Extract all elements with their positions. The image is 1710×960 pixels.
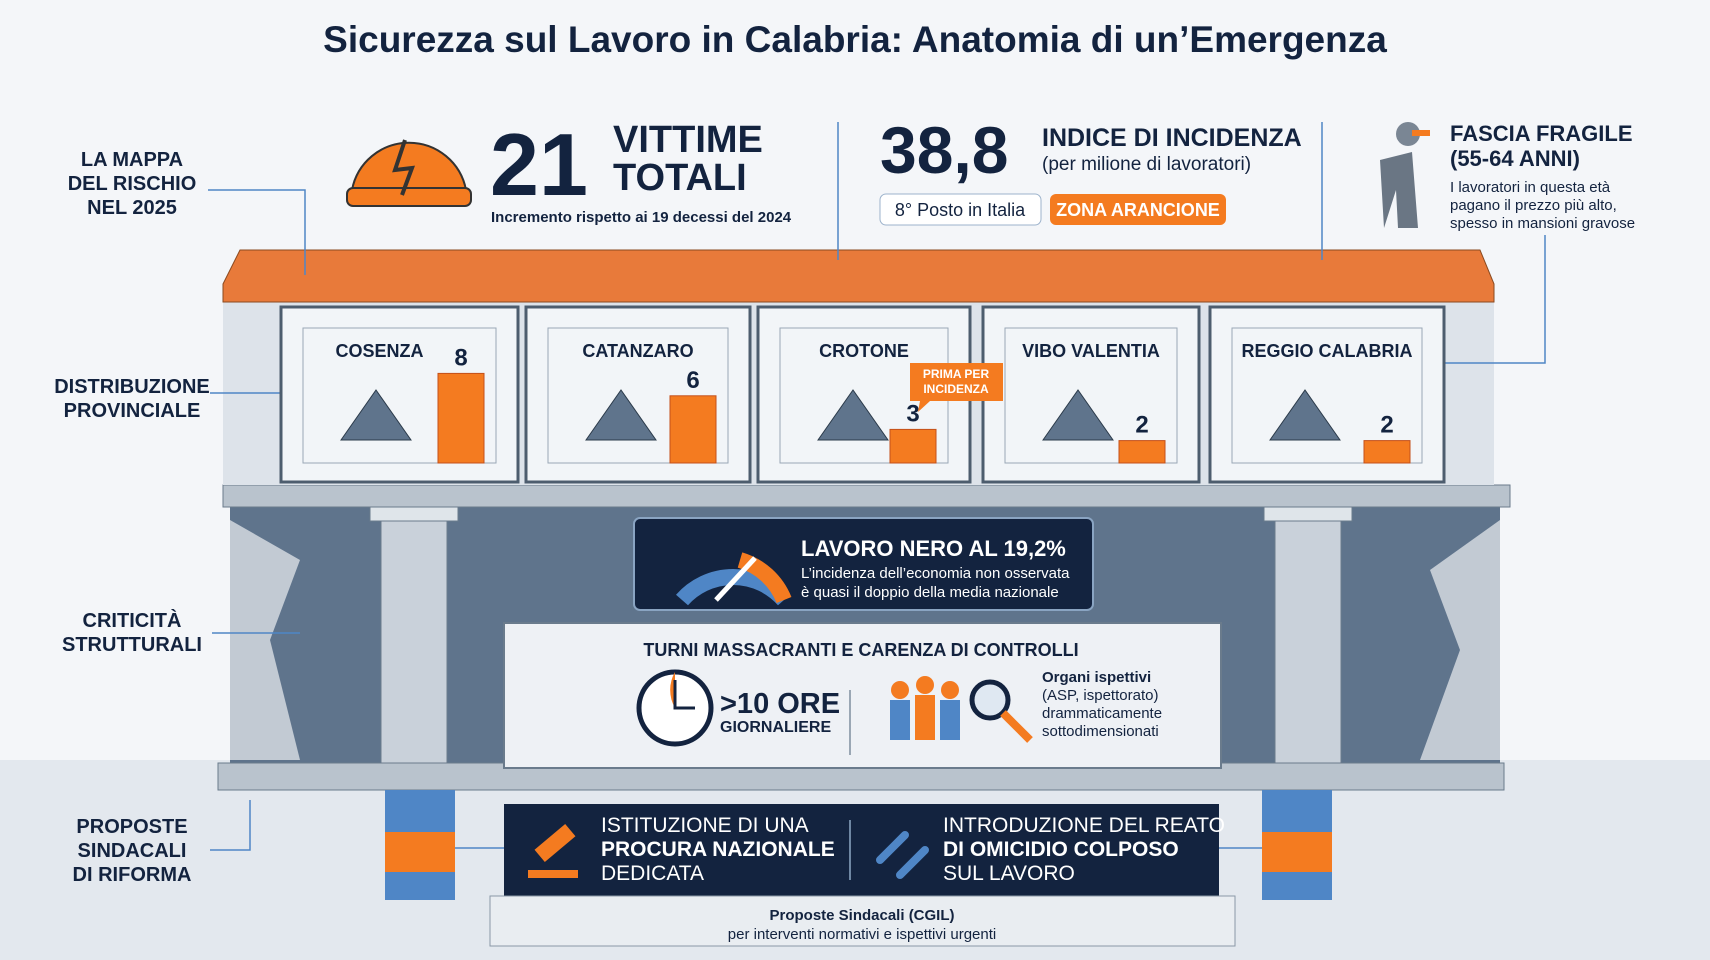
proposal-text: ISTITUZIONE DI UNA	[601, 814, 809, 837]
room-inner	[547, 327, 729, 464]
side-label: PROVINCIALE	[64, 400, 201, 422]
proposal-text: INTRODUZIONE DEL REATO	[943, 814, 1225, 837]
hours: >10 ORE	[720, 688, 840, 720]
zone: ZONA ARANCIONE	[1056, 200, 1220, 220]
fragile-text: pagano il prezzo più alto,	[1450, 197, 1617, 214]
fragile-title: FASCIA FRAGILE	[1450, 121, 1633, 146]
province-value: 2	[1380, 412, 1393, 439]
black-labor-text: è quasi il doppio della media nazionale	[801, 584, 1059, 601]
inspectors-title: Organi ispettivi	[1042, 669, 1151, 686]
room	[981, 305, 1201, 484]
fragile-text: I lavoratori in questa età	[1450, 179, 1611, 196]
province-icon	[1269, 389, 1341, 441]
province-name: REGGIO CALABRIA	[1242, 341, 1413, 361]
black-labor-text: L’incidenza dell’economia non osservata	[801, 565, 1070, 582]
province-name: CATANZARO	[582, 341, 693, 361]
victims-note: Incremento rispetto ai 19 decessi del 20…	[491, 209, 792, 226]
victims-label: TOTALI	[613, 157, 747, 199]
province-icon	[1042, 389, 1114, 441]
province-value: 2	[1135, 412, 1148, 439]
callout-text: INCIDENZA	[923, 382, 989, 396]
proposal-text: DEDICATA	[601, 862, 704, 885]
hours-sub: GIORNALIERE	[720, 719, 831, 736]
zone-badge	[1050, 194, 1226, 225]
proposal-text: PROCURA NAZIONALE	[601, 838, 835, 861]
side-label: LA MAPPA	[81, 149, 183, 171]
province-bar	[1363, 440, 1411, 464]
province-icon	[585, 389, 657, 441]
province-value: 8	[454, 344, 467, 371]
proposal-text: DI OMICIDIO COLPOSO	[943, 838, 1179, 861]
province-icon	[340, 389, 412, 441]
province-bar	[437, 372, 485, 464]
icons	[346, 122, 1430, 879]
black-labor-title: LAVORO NERO AL 19,2%	[801, 536, 1066, 561]
side-label: DEL RISCHIO	[68, 173, 197, 195]
province-value: 3	[906, 400, 919, 427]
victims-label: VITTIME	[613, 119, 763, 161]
side-label: STRUTTURALI	[62, 634, 202, 656]
province-name: CROTONE	[819, 341, 909, 361]
shifts-title: TURNI MASSACRANTI E CARENZA DI CONTROLLI	[643, 640, 1078, 660]
title: Sicurezza sul Lavoro in Calabria: Anatom…	[323, 19, 1387, 60]
side-label: NEL 2025	[87, 197, 177, 219]
inspectors-text: drammaticamente	[1042, 705, 1162, 722]
footer-text: per interventi normativi e ispettivi urg…	[728, 926, 996, 943]
rank-badge	[879, 193, 1042, 226]
side-label: PROPOSTE	[76, 816, 187, 838]
callout-text: PRIMA PER	[923, 367, 990, 381]
incidence-label: INDICE DI INCIDENZA	[1042, 124, 1302, 152]
inspectors-text: sottodimensionati	[1042, 723, 1159, 740]
inspectors-text: (ASP, ispettorato)	[1042, 687, 1158, 704]
callout	[910, 363, 1003, 412]
footer-title: Proposte Sindacali (CGIL)	[769, 907, 954, 924]
province-bar	[669, 395, 717, 464]
province-bar	[889, 428, 937, 464]
side-label: DI RIFORMA	[73, 864, 192, 886]
province-bar	[1118, 440, 1166, 464]
province-name: COSENZA	[335, 341, 423, 361]
fragile-title: (55-64 ANNI)	[1450, 146, 1580, 171]
incidence-sub: (per milione di lavoratori)	[1042, 154, 1251, 175]
province-icon	[817, 389, 889, 441]
province-name: VIBO VALENTIA	[1022, 341, 1160, 361]
room-inner	[1231, 327, 1423, 464]
side-label: DISTRIBUZIONE	[54, 376, 210, 398]
incidence-value: 38,8	[880, 113, 1008, 187]
side-label: SINDACALI	[78, 840, 187, 862]
fragile-text: spesso in mansioni gravose	[1450, 215, 1635, 232]
room-inner	[1004, 327, 1178, 464]
side-label: CRITICITÀ	[83, 609, 182, 632]
proposal-text: SUL LAVORO	[943, 862, 1075, 885]
province-value: 6	[686, 367, 699, 394]
room-inner	[302, 327, 497, 464]
rank: 8° Posto in Italia	[895, 200, 1026, 220]
victims-value: 21	[490, 115, 588, 214]
